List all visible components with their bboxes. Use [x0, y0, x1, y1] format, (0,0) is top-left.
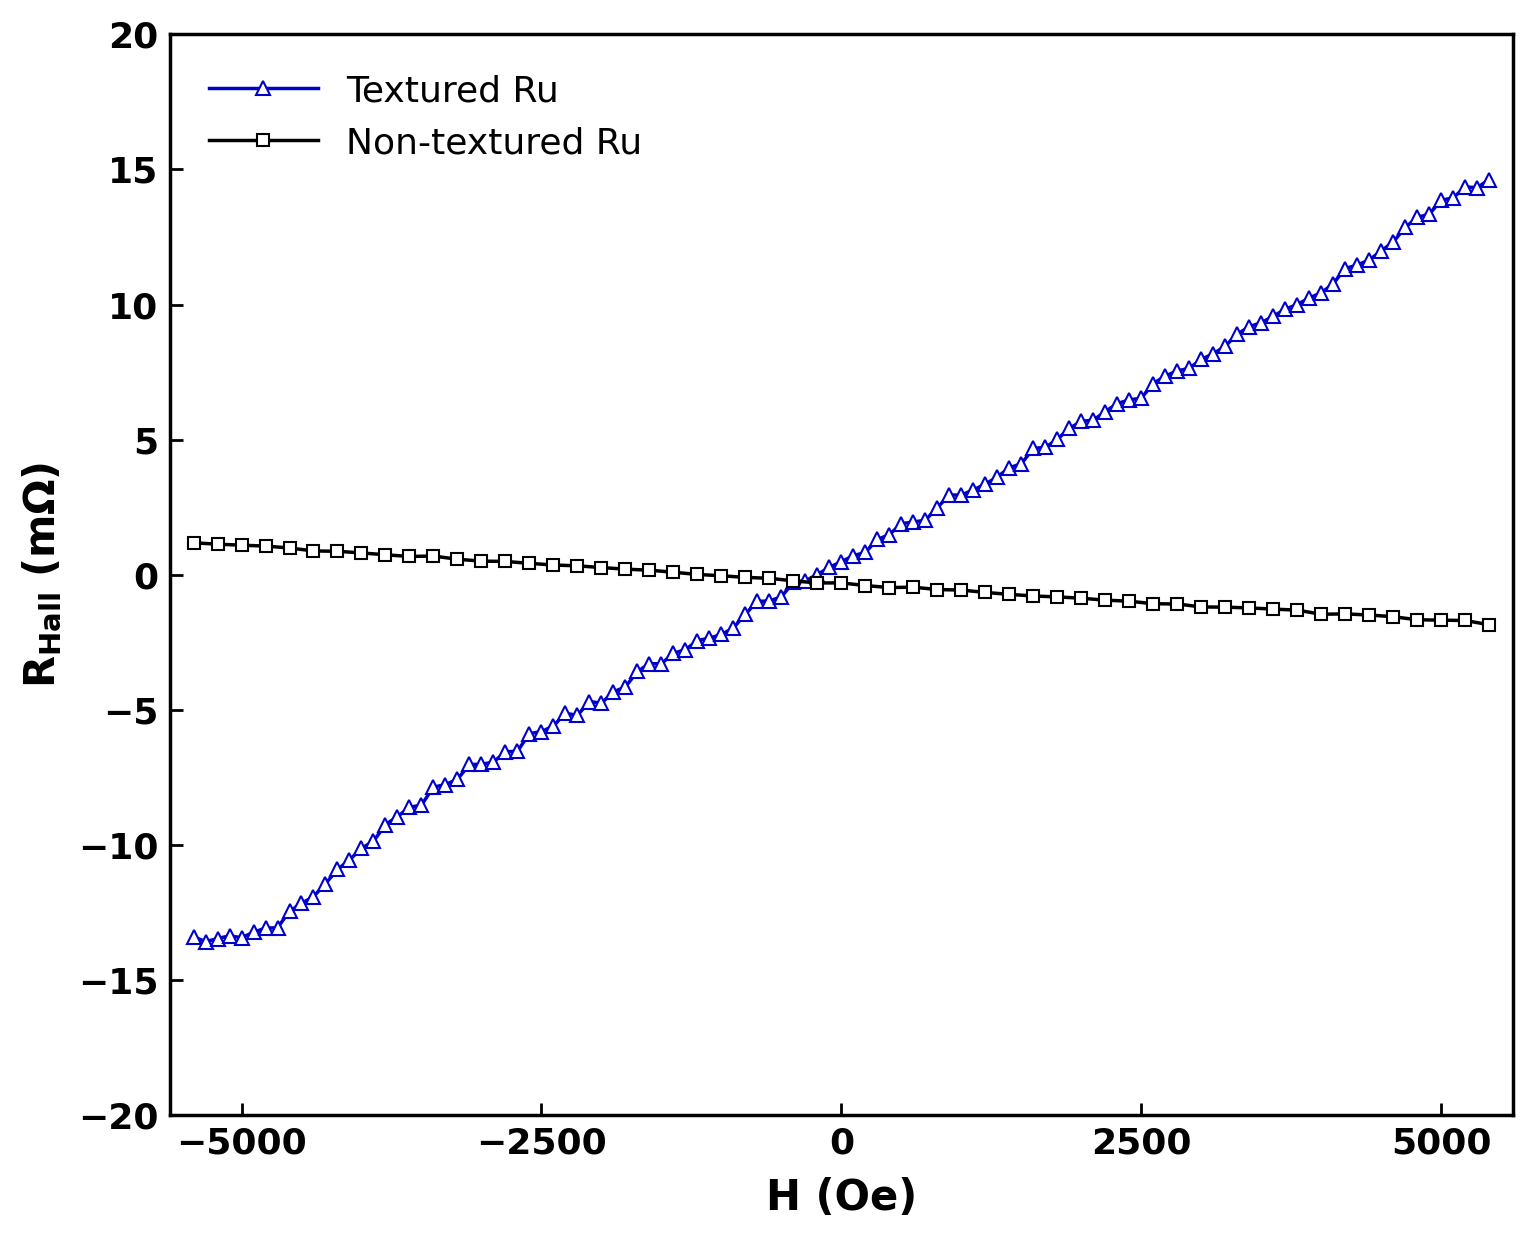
Non-textured Ru [425, 548, 443, 563]
Line: Non-textured Ru: Non-textured Ru [187, 537, 1496, 631]
Non-textured Ru [184, 536, 202, 551]
Textured Ru [904, 515, 922, 529]
Non-textured Ru [664, 564, 683, 579]
Textured Ru [184, 929, 202, 944]
Textured Ru [293, 895, 311, 910]
Textured Ru [893, 516, 911, 531]
Textured Ru [196, 934, 215, 949]
Legend: Textured Ru, Non-textured Ru: Textured Ru, Non-textured Ru [187, 52, 664, 182]
Non-textured Ru [1480, 618, 1499, 632]
Textured Ru [1480, 172, 1499, 187]
Textured Ru [557, 706, 575, 720]
Non-textured Ru [495, 554, 514, 569]
Textured Ru [629, 665, 647, 680]
Non-textured Ru [1336, 606, 1355, 621]
X-axis label: H (Oe): H (Oe) [765, 1177, 917, 1219]
Line: Textured Ru: Textured Ru [187, 172, 1496, 949]
Non-textured Ru [1456, 613, 1474, 627]
Textured Ru [1048, 432, 1066, 446]
Non-textured Ru [328, 544, 347, 559]
Y-axis label: $\mathbf{R}_{\mathbf{Hall}}\ \mathbf{(m\Omega)}$: $\mathbf{R}_{\mathbf{Hall}}\ \mathbf{(m\… [21, 461, 64, 688]
